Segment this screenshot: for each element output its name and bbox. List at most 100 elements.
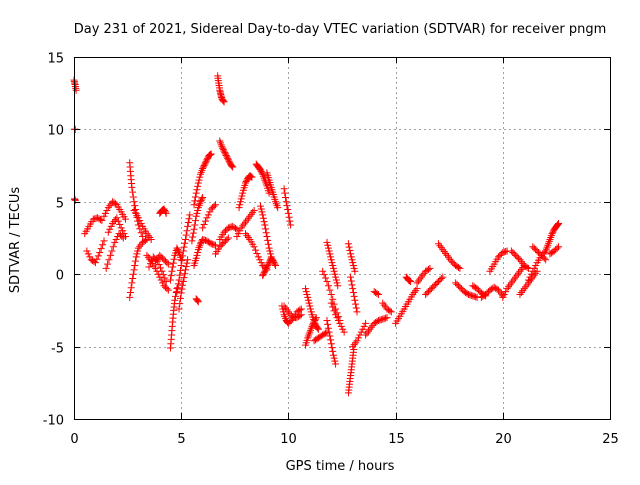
data-point bbox=[309, 321, 317, 329]
data-point bbox=[282, 198, 290, 206]
series-t20 bbox=[192, 295, 202, 306]
series-t15 bbox=[173, 211, 194, 296]
data-point bbox=[130, 266, 138, 274]
data-point bbox=[550, 247, 558, 255]
series-t41 bbox=[323, 317, 340, 368]
data-point bbox=[258, 208, 266, 216]
data-point bbox=[259, 270, 267, 278]
series-t16 bbox=[175, 256, 192, 313]
data-point bbox=[352, 300, 360, 308]
data-point bbox=[525, 276, 533, 284]
data-point bbox=[325, 247, 333, 255]
data-point bbox=[319, 267, 327, 275]
data-point bbox=[262, 225, 270, 233]
data-point bbox=[200, 162, 208, 170]
data-point bbox=[207, 150, 215, 158]
data-point bbox=[131, 257, 139, 265]
series-t42 bbox=[327, 299, 348, 336]
data-point bbox=[137, 220, 145, 228]
data-point bbox=[113, 214, 121, 222]
data-point bbox=[347, 250, 355, 258]
data-point bbox=[322, 274, 330, 282]
data-point bbox=[203, 214, 211, 222]
data-point bbox=[185, 215, 193, 223]
data-point bbox=[188, 237, 196, 245]
data-point bbox=[158, 267, 166, 275]
data-point bbox=[170, 255, 178, 263]
data-point bbox=[179, 252, 187, 260]
data-point bbox=[331, 357, 339, 365]
data-point bbox=[174, 246, 182, 254]
data-point bbox=[532, 246, 540, 254]
data-point bbox=[527, 270, 535, 278]
data-point bbox=[337, 322, 345, 330]
series-t35 bbox=[280, 302, 305, 322]
data-point bbox=[236, 227, 244, 235]
data-point bbox=[264, 236, 272, 244]
data-point bbox=[156, 273, 164, 281]
data-point bbox=[176, 300, 184, 308]
data-point bbox=[131, 262, 139, 270]
data-point bbox=[482, 290, 490, 298]
data-point bbox=[330, 267, 338, 275]
series-t13 bbox=[166, 285, 181, 352]
data-point bbox=[387, 308, 395, 316]
series-t32 bbox=[263, 169, 282, 212]
data-point bbox=[104, 228, 112, 236]
data-point bbox=[351, 296, 359, 304]
data-point bbox=[329, 264, 337, 272]
series-t17 bbox=[190, 150, 215, 209]
data-point bbox=[349, 259, 357, 267]
data-point bbox=[239, 189, 247, 197]
data-point bbox=[156, 251, 164, 259]
data-point bbox=[314, 324, 322, 332]
data-point bbox=[100, 212, 108, 220]
data-point bbox=[329, 295, 337, 303]
data-point bbox=[348, 256, 356, 264]
data-point bbox=[530, 244, 538, 252]
data-point bbox=[332, 273, 340, 281]
data-point bbox=[312, 315, 320, 323]
data-point bbox=[219, 146, 227, 154]
data-point bbox=[346, 247, 354, 255]
data-point bbox=[279, 305, 287, 313]
data-point bbox=[340, 328, 348, 336]
series-t50 bbox=[392, 285, 421, 327]
data-point bbox=[121, 215, 129, 223]
data-point bbox=[311, 317, 319, 325]
data-point bbox=[192, 189, 200, 197]
data-point bbox=[121, 233, 129, 241]
data-point bbox=[194, 248, 202, 256]
data-point bbox=[111, 200, 119, 208]
data-point bbox=[72, 86, 80, 94]
data-point bbox=[96, 248, 104, 256]
data-point bbox=[507, 247, 515, 255]
series-t52 bbox=[413, 264, 434, 287]
data-point bbox=[457, 285, 465, 293]
data-point bbox=[265, 244, 273, 252]
data-point bbox=[146, 260, 154, 268]
data-point bbox=[512, 251, 520, 259]
data-point bbox=[304, 293, 312, 301]
data-point bbox=[386, 307, 394, 315]
series-t60 bbox=[507, 247, 533, 272]
data-point bbox=[548, 230, 556, 238]
data-point bbox=[297, 311, 305, 319]
data-point bbox=[555, 243, 563, 251]
data-point bbox=[210, 202, 218, 210]
data-point bbox=[171, 296, 179, 304]
data-point bbox=[237, 195, 245, 203]
data-point bbox=[183, 227, 191, 235]
series-t19 bbox=[190, 235, 220, 270]
data-point bbox=[222, 151, 230, 159]
data-point bbox=[437, 275, 445, 283]
data-point bbox=[166, 276, 174, 284]
data-point bbox=[328, 344, 336, 352]
data-point bbox=[219, 97, 227, 105]
data-point bbox=[330, 307, 338, 315]
data-point bbox=[439, 273, 447, 281]
data-point bbox=[223, 235, 231, 243]
data-point bbox=[347, 277, 355, 285]
data-point bbox=[329, 262, 337, 270]
series-t05 bbox=[104, 214, 129, 241]
